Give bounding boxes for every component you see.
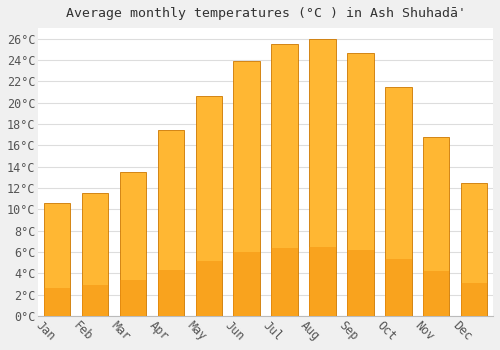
- Bar: [272, 44, 298, 316]
- Bar: [461, 283, 487, 316]
- Bar: [423, 137, 450, 316]
- Bar: [309, 247, 336, 316]
- Bar: [44, 203, 70, 316]
- Bar: [120, 280, 146, 316]
- Bar: [82, 193, 108, 316]
- Bar: [82, 285, 108, 316]
- Bar: [196, 261, 222, 316]
- Bar: [158, 270, 184, 316]
- Bar: [461, 183, 487, 316]
- Bar: [423, 271, 450, 316]
- Bar: [234, 252, 260, 316]
- Bar: [120, 172, 146, 316]
- Bar: [234, 61, 260, 316]
- Bar: [385, 259, 411, 316]
- Bar: [44, 288, 70, 316]
- Bar: [347, 250, 374, 316]
- Title: Average monthly temperatures (°C ) in Ash Shuhadā': Average monthly temperatures (°C ) in As…: [66, 7, 466, 20]
- Bar: [385, 87, 411, 316]
- Bar: [158, 131, 184, 316]
- Bar: [196, 96, 222, 316]
- Bar: [272, 248, 298, 316]
- Bar: [309, 39, 336, 316]
- Bar: [347, 52, 374, 316]
